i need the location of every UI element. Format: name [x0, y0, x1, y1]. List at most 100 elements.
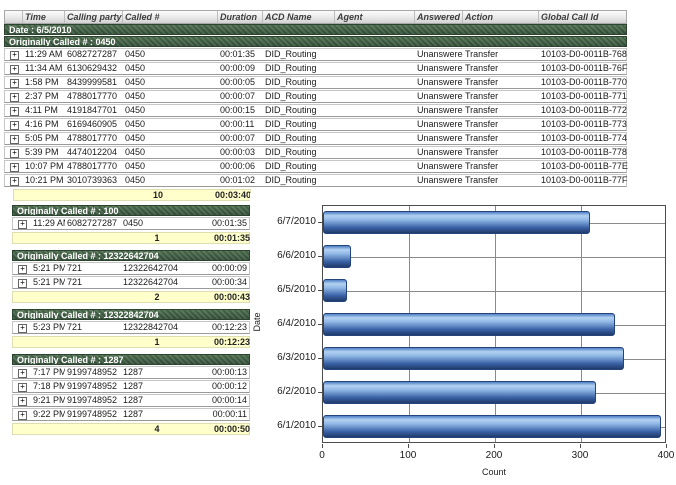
x-axis-tick [322, 444, 323, 448]
table-row: +2:37 PM 4788017770 0450 00:00:07 DID_Routin… [4, 90, 627, 103]
cell-called: 1287 [123, 367, 144, 377]
cell-agent [335, 147, 415, 158]
expand-icon[interactable]: + [18, 383, 27, 392]
group-summary-row: 4 00:00:50 [12, 423, 250, 435]
cell-time: 5:05 PM [25, 133, 59, 143]
cell-action: Transfer [465, 175, 499, 185]
expand-cell: + [5, 63, 23, 74]
table-row: +11:29 AM 6082727287 0450 00:01:35 DID_Routi… [4, 48, 627, 61]
x-tick-label: 100 [399, 450, 417, 461]
y-tick-label: 6/6/2010 [277, 250, 316, 261]
expand-icon[interactable]: + [10, 163, 19, 172]
expand-cell: + [5, 119, 23, 130]
cell-duration: 00:12:23 [211, 322, 247, 332]
chart-bar-6-1-2010 [323, 415, 661, 438]
x-axis-tick [494, 444, 495, 448]
column-header-action: Action [463, 11, 539, 23]
cell-time: 10:21 PM [25, 175, 64, 185]
cell-calling-party: 6082727287 [67, 218, 118, 228]
cell-called: 0450 [123, 218, 144, 228]
cell-acd-name: DID_Routing [265, 133, 317, 143]
column-header-time: Time [23, 11, 65, 23]
group-0450-summary: 10 00:03:40 [4, 189, 627, 201]
cell-calling-party: 3010739363 [67, 175, 118, 185]
expand-icon[interactable]: + [10, 93, 19, 102]
cell-time: 4:11 PM [25, 105, 58, 115]
cell-time: 5:39 PM [25, 147, 59, 157]
call-detail-table: Time Calling party # Called # Duration ACD N… [4, 10, 628, 201]
cell-agent [335, 105, 415, 116]
expand-icon[interactable]: + [10, 51, 19, 60]
x-axis-tick [666, 444, 667, 448]
expand-icon[interactable]: + [18, 220, 27, 229]
y-axis-title: Date [252, 312, 262, 332]
cell-acd-name: DID_Routing [265, 147, 317, 157]
cell-calling-party: 721 [67, 277, 83, 287]
cell-acd-name: DID_Routing [265, 49, 317, 59]
cell-called: 0450 [125, 91, 146, 101]
expand-cell: + [5, 49, 23, 60]
cell-time: 7:18 PM [33, 381, 65, 391]
expand-cell: + [13, 263, 31, 274]
expand-icon[interactable]: + [10, 79, 19, 88]
cell-acd-name: DID_Routing [265, 175, 317, 185]
cell-answered: Unanswered [417, 133, 463, 143]
cell-duration: 00:01:35 [211, 218, 247, 228]
cell-action: Transfer [465, 105, 499, 115]
cell-acd-name: DID_Routing [265, 91, 317, 101]
expand-icon[interactable]: + [10, 121, 19, 130]
expand-icon[interactable]: + [10, 65, 19, 74]
summary-call-count: 4 [154, 424, 160, 434]
cell-action: Transfer [465, 133, 499, 143]
x-tick-label: 200 [485, 450, 503, 461]
cell-action: Transfer [465, 63, 499, 73]
expand-cell: + [13, 322, 31, 333]
expand-cell: + [5, 105, 23, 116]
summary-total-duration: 00:01:35 [213, 233, 250, 243]
column-header-called: Called # [123, 11, 218, 23]
cell-answered: Unanswered [417, 105, 463, 115]
summary-total-duration: 00:12:23 [213, 337, 250, 347]
group-header: Originally Called # : 100 [12, 205, 250, 216]
cell-global-call-id: 10103-D0-0011B-77F [541, 175, 628, 185]
cell-calling-party: 6082727287 [67, 49, 118, 59]
x-axis-title: Count [481, 467, 507, 477]
table-row: +5:23 PM 721 12322842704 00:12:23 [12, 321, 250, 334]
expand-icon[interactable]: + [18, 411, 27, 420]
y-tick-label: 6/2/2010 [277, 386, 316, 397]
expand-icon[interactable]: + [18, 324, 27, 333]
expand-icon[interactable]: + [18, 397, 27, 406]
table-row: +11:34 AM 6130629432 0450 00:00:09 DID_Routi… [4, 62, 627, 75]
summary-total-duration: 00:03:40 [214, 190, 251, 200]
group-header: Originally Called # : 1287 [12, 354, 250, 365]
table-row: +5:21 PM 721 12322642704 00:00:09 [12, 262, 250, 275]
cell-agent [335, 133, 415, 144]
cell-time: 1:58 PM [25, 77, 59, 87]
cell-duration: 00:00:06 [220, 161, 256, 171]
cell-answered: Unanswered [417, 161, 463, 171]
cell-called: 1287 [123, 409, 144, 419]
cell-called: 0450 [125, 119, 146, 129]
chart-bar-6-7-2010 [323, 211, 590, 234]
summary-call-count: 1 [154, 233, 160, 243]
cell-called: 0450 [125, 133, 146, 143]
cell-calling-party: 8439999581 [67, 77, 118, 87]
table-row: +5:39 PM 4474012204 0450 00:00:03 DID_Routin… [4, 146, 627, 159]
cell-calling-party: 9199748952 [67, 367, 118, 377]
table-row: +4:16 PM 6169460905 0450 00:00:11 DID_Routin… [4, 118, 627, 131]
cell-called: 12322642704 [123, 277, 179, 287]
cell-answered: Unanswered [417, 175, 463, 185]
expand-icon[interactable]: + [10, 177, 19, 186]
expand-icon[interactable]: + [10, 135, 19, 144]
cell-called: 0450 [125, 63, 146, 73]
expand-icon[interactable]: + [18, 369, 27, 378]
expand-icon[interactable]: + [10, 107, 19, 116]
expand-icon[interactable]: + [18, 279, 27, 288]
expand-icon[interactable]: + [18, 265, 27, 274]
expand-icon[interactable]: + [10, 149, 19, 158]
table-row: +9:22 PM 9199748952 1287 00:00:11 [12, 408, 250, 421]
cell-acd-name: DID_Routing [265, 161, 317, 171]
y-axis-tick [318, 290, 322, 291]
cell-time: 11:29 AM [25, 49, 63, 59]
